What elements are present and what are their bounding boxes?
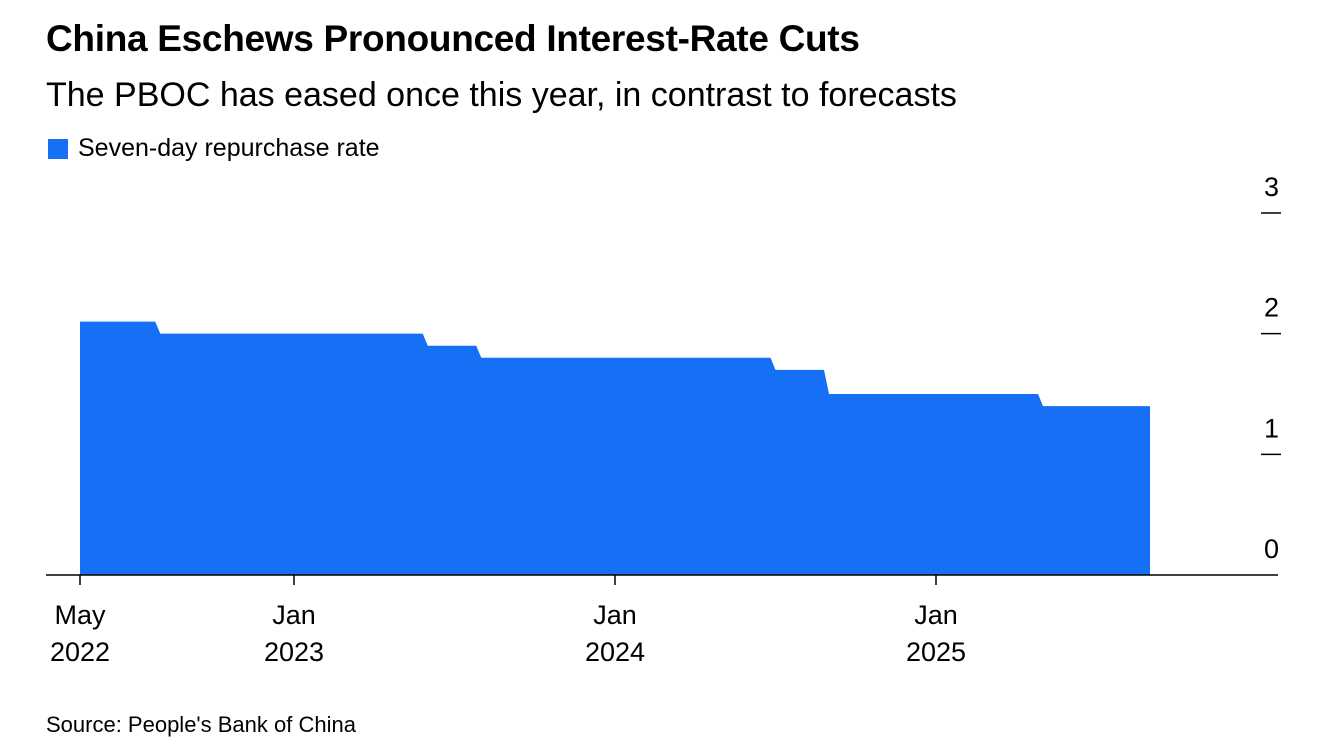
y-tick-label: 3 (1264, 172, 1279, 202)
x-tick-label-year: 2023 (264, 637, 324, 667)
legend-swatch (48, 138, 68, 159)
legend-label: Seven-day repurchase rate (78, 134, 380, 162)
source-note: Source: People's Bank of China (46, 712, 356, 737)
x-tick-label-month: Jan (593, 600, 637, 630)
x-tick-label-month: May (54, 600, 106, 630)
x-axis: May 2022 Jan 2023 Jan 2024 Jan 2025 (50, 575, 966, 667)
y-axis: 0 1 2 3 (1261, 172, 1281, 564)
y-tick-label: 0 (1264, 534, 1279, 564)
x-tick-label-month: Jan (914, 600, 958, 630)
x-tick-label-year: 2024 (585, 637, 645, 667)
chart-subtitle: The PBOC has eased once this year, in co… (46, 76, 957, 114)
chart-title: China Eschews Pronounced Interest-Rate C… (46, 18, 860, 59)
x-tick-label-year: 2025 (906, 637, 966, 667)
y-tick-label: 2 (1264, 293, 1279, 323)
series-area-layer (80, 321, 1150, 575)
y-tick-label: 1 (1264, 413, 1279, 443)
x-tick-label-year: 2022 (50, 637, 110, 667)
series-area (80, 321, 1150, 575)
legend: Seven-day repurchase rate (48, 134, 380, 163)
x-tick-label-month: Jan (272, 600, 316, 630)
